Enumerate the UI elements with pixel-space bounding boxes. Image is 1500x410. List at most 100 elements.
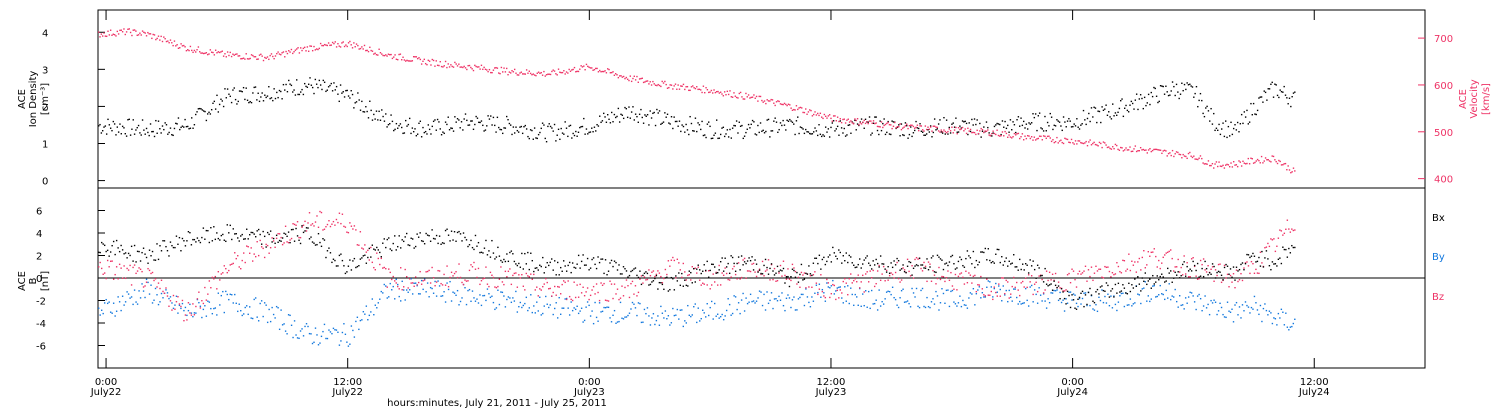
bz-point (1259, 251, 1262, 253)
density-point (1155, 95, 1158, 97)
density-point (769, 136, 771, 138)
velocity-point (561, 71, 564, 74)
by-point (942, 292, 945, 295)
bx-point (574, 267, 577, 269)
density-point (341, 92, 343, 94)
density-point (844, 135, 847, 137)
bz-point (118, 263, 121, 266)
velocity-point (1255, 160, 1257, 162)
bz-point (835, 298, 837, 301)
bz-point (767, 259, 770, 261)
velocity-point (658, 84, 661, 87)
by-point (141, 283, 143, 285)
density-point (665, 116, 667, 118)
legend-bx: Bx (1432, 213, 1445, 224)
by-point (969, 292, 972, 294)
by-point (981, 292, 984, 294)
density-point (398, 124, 400, 127)
velocity-point (620, 75, 622, 77)
by-point (174, 304, 176, 306)
bz-point (99, 261, 101, 264)
bx-point (996, 248, 998, 251)
bx-point (108, 255, 110, 257)
bz-point (998, 283, 1000, 285)
by-point (1274, 318, 1277, 320)
velocity-point (632, 77, 634, 80)
velocity-point (673, 85, 675, 87)
density-point (879, 120, 881, 122)
by-point (1004, 294, 1006, 296)
by-point (289, 314, 291, 317)
velocity-point (1243, 162, 1246, 164)
bz-point (1240, 272, 1242, 275)
density-point (927, 129, 929, 131)
density-point (1182, 89, 1184, 92)
by-point (1282, 311, 1284, 313)
bx-point (1153, 283, 1155, 285)
density-point (533, 127, 536, 129)
bx-point (823, 256, 825, 259)
density-point (234, 98, 237, 101)
density-point (339, 84, 342, 86)
density-point (548, 123, 550, 125)
velocity-point (502, 71, 504, 73)
velocity-point (870, 120, 872, 122)
by-point (461, 297, 463, 299)
density-point (1100, 121, 1102, 124)
density-point (120, 133, 122, 135)
bz-point (199, 307, 202, 309)
by-point (168, 297, 170, 300)
by-point (1161, 293, 1163, 295)
bz-point (1021, 280, 1024, 283)
bx-point (210, 227, 212, 229)
density-point (903, 134, 905, 137)
bz-point (283, 242, 285, 244)
density-point (213, 100, 216, 103)
by-point (850, 287, 852, 289)
bx-point (969, 257, 972, 259)
velocity-point (395, 58, 398, 60)
bz-point (1244, 262, 1247, 264)
by-point (917, 305, 919, 308)
velocity-point (513, 68, 516, 71)
bx-point (462, 232, 465, 234)
bz-point (706, 284, 708, 286)
density-point (757, 124, 759, 127)
density-point (1117, 111, 1119, 113)
by-point (1243, 310, 1245, 312)
velocity-point (859, 122, 861, 124)
bx-point (615, 261, 617, 264)
bx-point (386, 238, 388, 241)
by-point (386, 297, 388, 299)
bx-point (728, 272, 731, 275)
density-point (652, 112, 654, 115)
by-point (160, 292, 163, 295)
velocity-point (466, 68, 468, 71)
velocity-point (939, 131, 941, 133)
velocity-point (226, 51, 229, 53)
bz-point (564, 281, 566, 284)
density-point (904, 122, 907, 124)
bz-point (254, 255, 257, 258)
velocity-point (1000, 134, 1002, 137)
bz-point (586, 287, 589, 289)
velocity-point (278, 53, 281, 55)
bz-point (311, 223, 314, 225)
by-point (359, 319, 362, 322)
density-point (310, 84, 313, 86)
by-point (724, 315, 726, 317)
velocity-point (156, 37, 158, 40)
velocity-point (1230, 162, 1232, 164)
by-point (1153, 284, 1155, 287)
velocity-point (1024, 135, 1026, 137)
density-point (960, 127, 962, 129)
bz-point (748, 270, 750, 272)
velocity-point (430, 64, 432, 66)
bx-point (705, 269, 707, 272)
density-point (564, 121, 566, 123)
by-point (700, 317, 702, 320)
by-point (120, 309, 122, 312)
by-point (648, 315, 650, 317)
bx-point (960, 258, 963, 261)
bx-point (301, 225, 303, 227)
